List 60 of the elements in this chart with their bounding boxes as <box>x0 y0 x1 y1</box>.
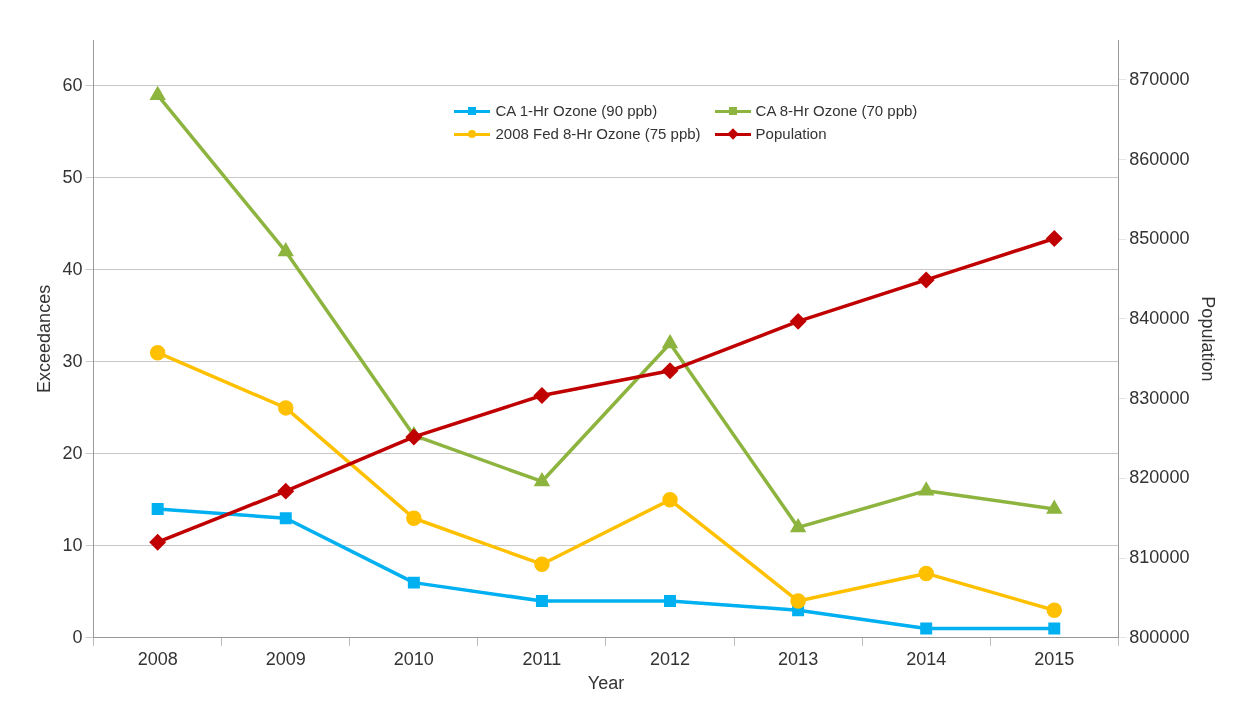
y-tick-label: 20 <box>62 442 83 463</box>
point <box>406 429 422 445</box>
y2-tick-label: 810000 <box>1129 547 1190 568</box>
point <box>149 534 166 550</box>
point <box>919 482 934 496</box>
point <box>662 363 678 379</box>
point <box>407 576 420 589</box>
y-tick-label: 60 <box>62 74 83 95</box>
y-tick-label: 0 <box>72 626 83 647</box>
legend-label: Population <box>755 125 827 142</box>
x-tick-label: 2008 <box>137 648 178 669</box>
point <box>278 483 294 499</box>
x-tick-label: 2012 <box>650 648 691 669</box>
y2-tick-label: 850000 <box>1129 228 1190 249</box>
point <box>662 492 678 508</box>
point <box>918 565 934 582</box>
y2-tick-label: 860000 <box>1129 148 1190 169</box>
y-axis-title: Exceedances <box>33 284 54 393</box>
x-axis-title: Year <box>587 673 625 694</box>
point <box>534 473 549 487</box>
point <box>1046 230 1063 247</box>
point <box>535 595 548 608</box>
point <box>664 595 677 608</box>
point <box>149 344 166 361</box>
point <box>790 313 806 330</box>
point <box>151 503 164 516</box>
point <box>406 510 422 526</box>
legend-label: CA 8-Hr Ozone (70 ppb) <box>755 102 918 119</box>
y2-tick-label: 800000 <box>1129 626 1190 647</box>
x-tick-label: 2015 <box>1034 648 1075 669</box>
point <box>1047 501 1062 514</box>
x-tick-label: 2014 <box>906 648 947 669</box>
point <box>920 622 933 635</box>
point <box>918 272 934 288</box>
point <box>279 512 292 525</box>
y2-tick-label: 820000 <box>1129 467 1190 488</box>
point <box>278 243 293 257</box>
legend-label: CA 1-Hr Ozone (90 ppb) <box>495 102 658 119</box>
y2-tick-label: 870000 <box>1129 68 1190 89</box>
x-tick-label: 2009 <box>265 648 306 669</box>
point <box>534 387 550 404</box>
point <box>278 400 294 416</box>
point <box>663 335 677 349</box>
y-tick-label: 30 <box>62 350 83 371</box>
point <box>1048 622 1061 635</box>
point <box>790 593 806 609</box>
point <box>791 519 806 533</box>
y2-tick-label: 830000 <box>1129 387 1190 408</box>
y2-tick-label: 840000 <box>1129 307 1190 328</box>
y-tick-label: 10 <box>62 534 83 555</box>
y-tick-label: 50 <box>62 166 83 187</box>
point <box>1046 602 1063 618</box>
x-tick-label: 2010 <box>393 648 434 669</box>
point <box>150 87 165 100</box>
x-tick-label: 2013 <box>778 648 819 669</box>
legend-label: 2008 Fed 8-Hr Ozone (75 ppb) <box>495 125 701 142</box>
y-tick-label: 40 <box>62 258 83 279</box>
y2-axis-title: Population <box>1198 296 1219 382</box>
point <box>534 556 550 572</box>
x-tick-label: 2011 <box>522 648 562 669</box>
